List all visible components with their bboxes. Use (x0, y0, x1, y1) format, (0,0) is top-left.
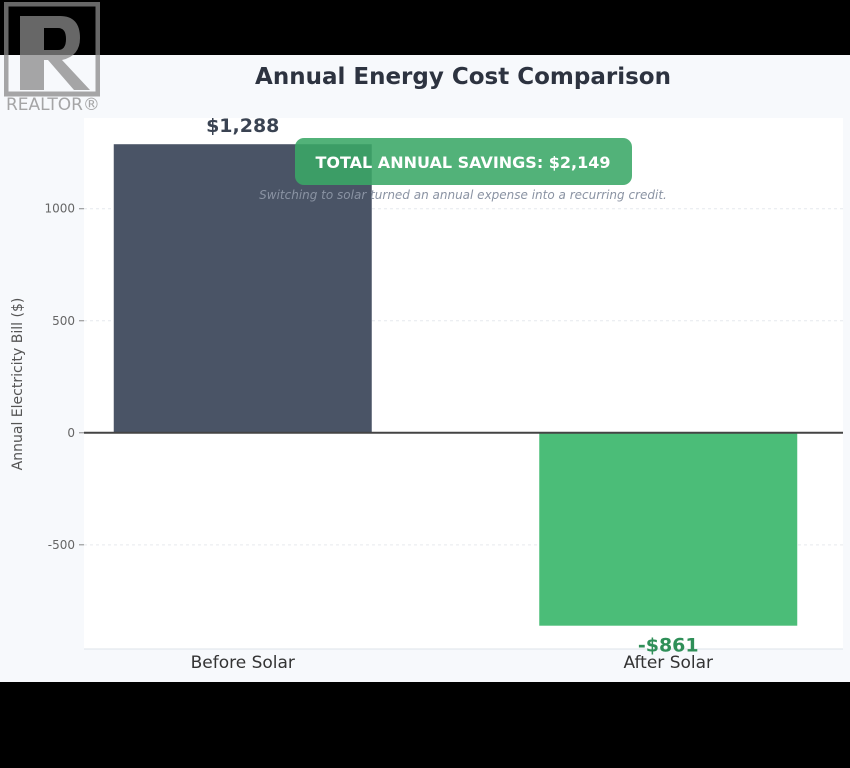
savings-subtext: Switching to solar turned an annual expe… (259, 188, 667, 202)
bar-before-solar (113, 144, 372, 433)
savings-annotation-box (295, 138, 632, 185)
y-axis-label: Annual Electricity Bill ($) (10, 298, 26, 471)
data-label: -$861 (638, 635, 699, 657)
y-tick-label: -500 (48, 538, 75, 552)
bar-after-solar (539, 432, 798, 626)
svg-text:REALTOR®: REALTOR® (6, 95, 100, 114)
data-label: $1,288 (206, 115, 279, 137)
chart-title: Annual Energy Cost Comparison (255, 64, 671, 90)
x-tick-label: After Solar (623, 653, 713, 673)
y-tick-label: 1000 (44, 202, 75, 216)
x-tick-label: Before Solar (191, 653, 295, 673)
realtor-logo: REALTOR® (4, 2, 100, 114)
savings-annotation: TOTAL ANNUAL SAVINGS: $2,149 (315, 153, 610, 172)
y-tick-label: 500 (52, 314, 75, 328)
y-tick-label: 0 (67, 426, 75, 440)
